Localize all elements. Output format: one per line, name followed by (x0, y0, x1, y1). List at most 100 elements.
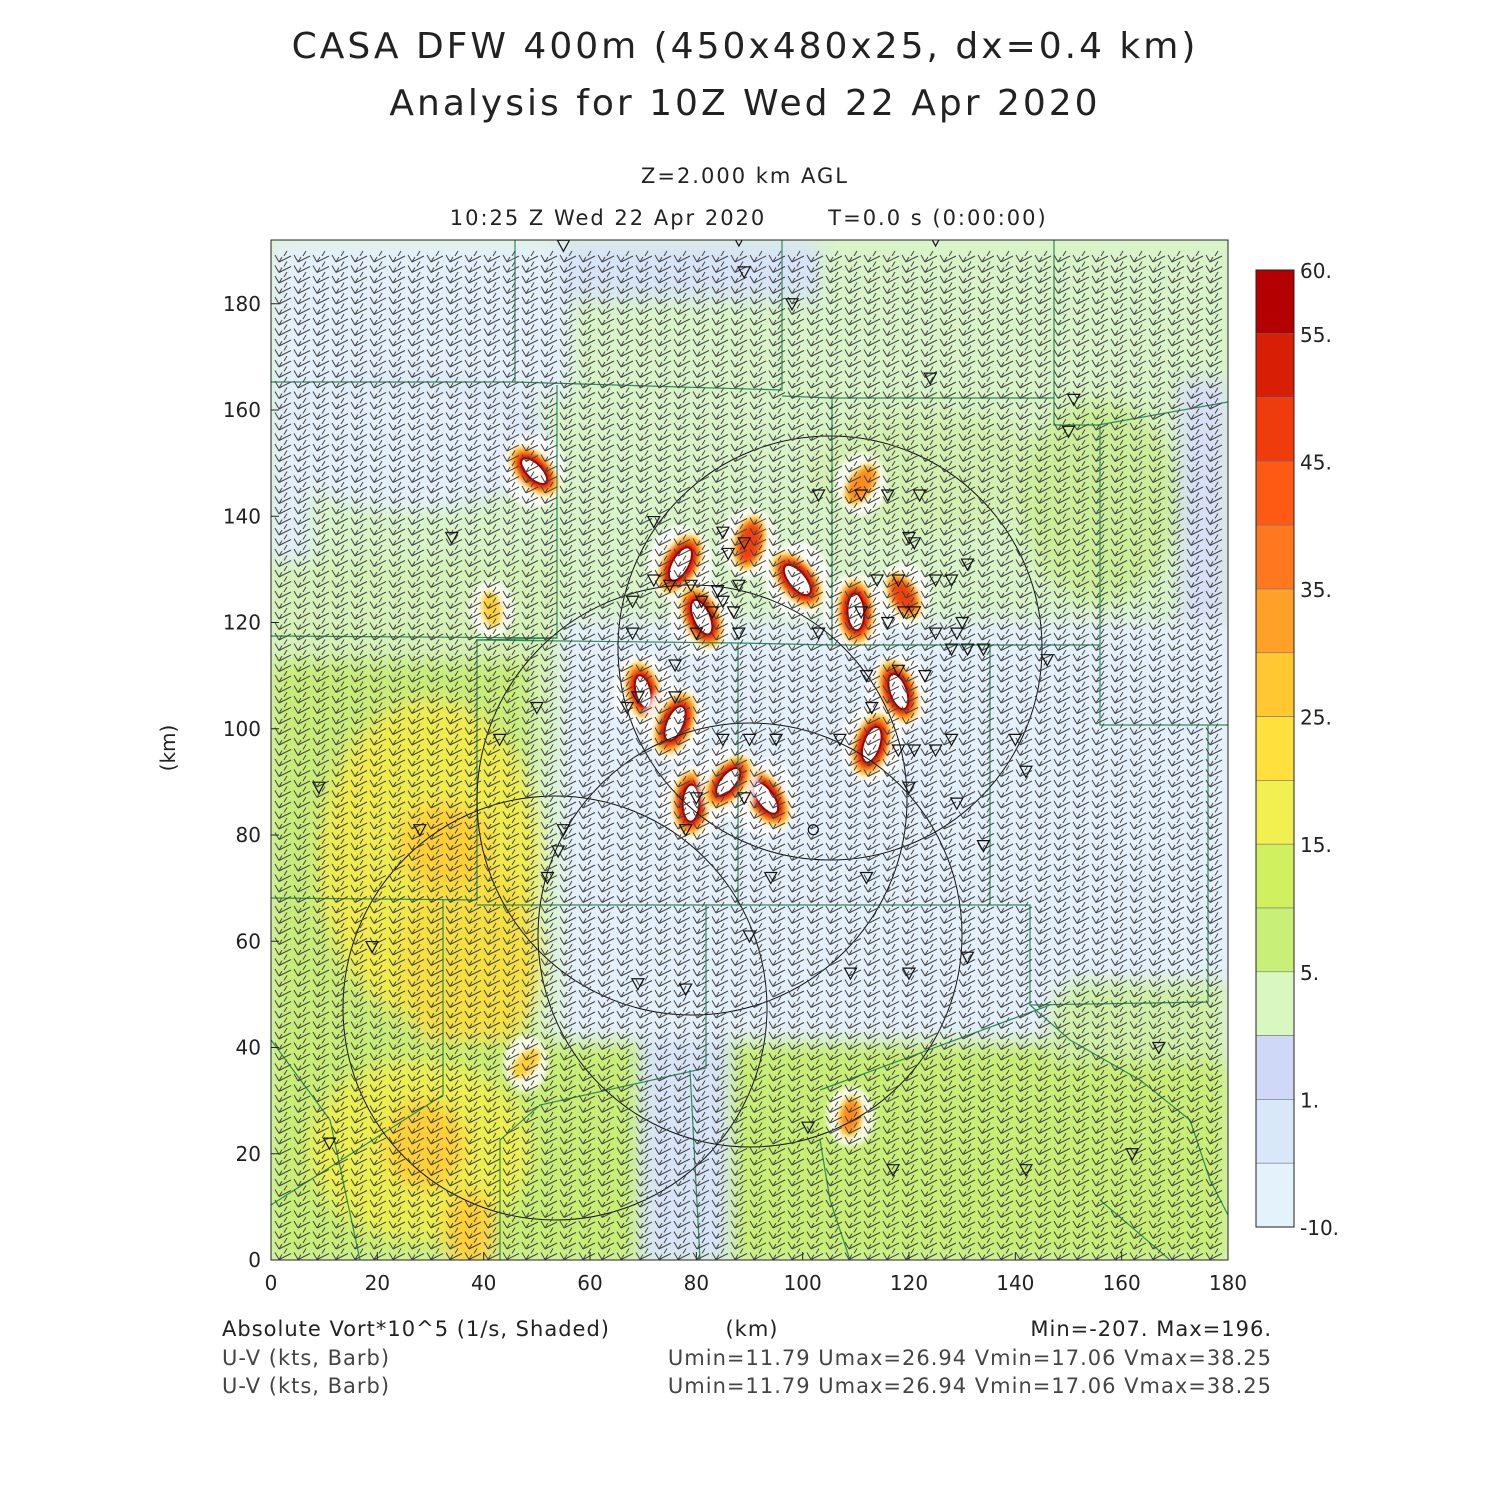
wind-barb (559, 996, 577, 1008)
wind-barb (996, 933, 1014, 945)
wind-barb (502, 901, 520, 914)
wind-barb (882, 1164, 900, 1176)
vortex-15 (642, 684, 708, 762)
wind-barb (464, 964, 482, 977)
wind-barb (312, 408, 330, 420)
wind-barb (673, 712, 691, 725)
wind-barb (635, 429, 653, 441)
wind-barb (1129, 282, 1147, 294)
wind-barb (711, 1227, 729, 1239)
wind-barb (1015, 702, 1033, 714)
wind-barb (1072, 334, 1090, 347)
wind-barb (274, 660, 292, 672)
wind-barb (502, 1216, 520, 1229)
station-marker (870, 574, 885, 588)
wind-barb (1053, 765, 1071, 777)
wind-barb (521, 597, 539, 609)
wind-barb (369, 964, 387, 977)
wind-barb (958, 586, 976, 599)
wind-barb (1167, 1216, 1185, 1229)
wind-barb (996, 250, 1014, 263)
wind-barb (825, 1006, 843, 1019)
wind-barb (844, 1111, 862, 1124)
wind-barb (1091, 492, 1109, 504)
wind-barb (1015, 1206, 1033, 1218)
wind-barb (369, 1006, 387, 1019)
wind-barb (882, 838, 900, 851)
wind-barb (730, 1069, 748, 1082)
wind-barb (616, 985, 634, 998)
wind-barb (1186, 691, 1204, 704)
wind-barb (1129, 943, 1147, 956)
wind-barb (977, 471, 995, 483)
wind-barb (483, 859, 501, 872)
wind-barb (464, 985, 482, 998)
wind-barb (426, 313, 444, 326)
wind-barb (977, 1143, 995, 1155)
wind-barb (977, 313, 995, 326)
wind-barb (977, 786, 995, 798)
wind-barb (540, 870, 558, 882)
wind-barb (1053, 376, 1071, 389)
wind-barb (1015, 576, 1033, 588)
wind-barb (445, 744, 463, 756)
wind-barb (1148, 975, 1166, 987)
wind-barb (730, 1122, 748, 1134)
wind-barb (882, 1248, 900, 1260)
wind-barb (540, 324, 558, 336)
wind-barb (350, 996, 368, 1008)
wind-barb (806, 502, 824, 515)
wind-barb (369, 996, 387, 1008)
wind-barb (749, 817, 767, 830)
wind-barb (673, 1080, 691, 1092)
wind-barb (369, 271, 387, 284)
wind-barb (1072, 534, 1090, 546)
wind-barb (901, 429, 919, 441)
wind-barb (1205, 702, 1223, 714)
wind-barb (540, 565, 558, 578)
wind-barb (616, 366, 634, 378)
wind-barb (711, 754, 729, 767)
wind-barb (1148, 817, 1166, 830)
wind-barb (673, 513, 691, 525)
wind-barb (958, 628, 976, 641)
wind-barb (749, 492, 767, 504)
wind-barb (939, 429, 957, 441)
wind-barb (1091, 870, 1109, 882)
x-axis: 0 20 40 60 80 100 120 140 160 180 (265, 1252, 1247, 1295)
wind-barb (920, 912, 938, 924)
wind-barb (559, 313, 577, 326)
wind-barb (1015, 1237, 1033, 1250)
wind-barb (1110, 628, 1128, 641)
wind-barb (730, 628, 748, 641)
wind-barb (977, 250, 995, 263)
wind-barb (939, 261, 957, 273)
wind-barb (578, 1185, 596, 1197)
wind-barb (502, 513, 520, 525)
wind-barb (844, 555, 862, 567)
wind-barb (293, 303, 311, 315)
wind-barb (1110, 838, 1128, 851)
wind-barb (388, 954, 406, 966)
wind-barb (274, 250, 292, 263)
wind-barb (654, 985, 672, 998)
wind-barb (483, 1206, 501, 1218)
wind-barb (711, 670, 729, 683)
wind-barb (1072, 387, 1090, 399)
wind-barb (445, 597, 463, 609)
wind-barb (1186, 943, 1204, 956)
wind-barb (426, 891, 444, 903)
wind-barb (483, 922, 501, 935)
wind-barb (559, 418, 577, 431)
wind-barb (825, 1248, 843, 1260)
wind-barb (274, 922, 292, 935)
wind-barb (312, 828, 330, 840)
wind-barb (692, 355, 710, 368)
wind-barb (502, 1017, 520, 1029)
wind-barb (350, 1059, 368, 1071)
wind-barb (1072, 912, 1090, 924)
wind-barb (939, 1048, 957, 1061)
wind-barb (502, 492, 520, 504)
wind-barb (711, 1216, 729, 1229)
